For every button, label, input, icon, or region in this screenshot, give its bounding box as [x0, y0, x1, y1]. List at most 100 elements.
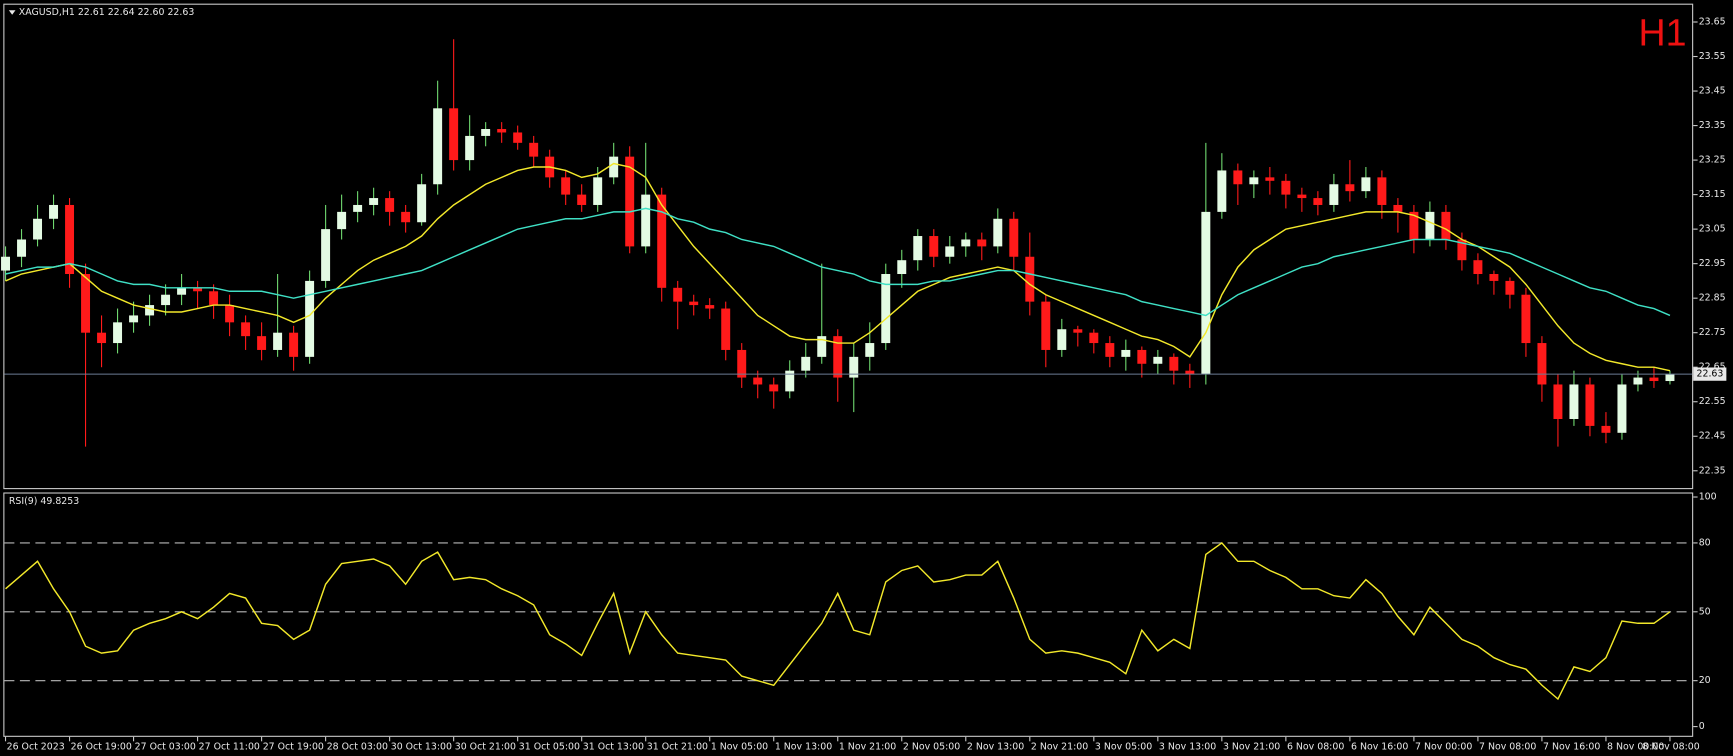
candle-body [1073, 329, 1083, 333]
timeframe-label: H1 [1638, 12, 1686, 54]
candle-body [753, 377, 763, 385]
candle-body [737, 349, 747, 378]
candle-body [129, 315, 139, 323]
candle-body [145, 305, 155, 316]
x-tick-label: 1 Nov 05:00 [711, 741, 768, 752]
y-tick-label: 80 [1699, 537, 1711, 548]
candle-body [113, 322, 123, 344]
candle-body [417, 184, 427, 223]
candle-body [1121, 349, 1131, 357]
candle-body [801, 356, 811, 371]
x-tick-label: 27 Oct 11:00 [199, 741, 260, 752]
x-tick-label: 7 Nov 00:00 [1415, 741, 1472, 752]
candle-body [81, 274, 91, 333]
x-tick-label: 6 Nov 08:00 [1287, 741, 1344, 752]
candle-body [305, 280, 315, 357]
candle-body [577, 194, 587, 205]
candle-body [1345, 184, 1355, 192]
candle-body [385, 198, 395, 212]
candle-body [561, 177, 571, 195]
candle-body [1457, 239, 1467, 261]
y-tick-label: 22.65 [1699, 362, 1726, 373]
candle-body [321, 229, 331, 281]
x-tick-label: 6 Nov 16:00 [1351, 741, 1408, 752]
x-tick-label: 3 Nov 13:00 [1159, 741, 1216, 752]
y-tick-label: 23.65 [1699, 17, 1726, 28]
candle-body [289, 332, 299, 357]
candle-body [1105, 343, 1115, 357]
candle-body [641, 194, 651, 247]
x-tick-label: 7 Nov 16:00 [1543, 741, 1600, 752]
candle-body [865, 343, 875, 357]
candle-body [449, 108, 459, 161]
candle-body [1569, 384, 1579, 419]
candle-body [1201, 211, 1211, 375]
candle-body [1425, 211, 1435, 240]
candle-body [433, 108, 443, 185]
candle-body [769, 384, 779, 392]
candle-body [1185, 370, 1195, 375]
candle-body [465, 135, 475, 161]
x-tick-label: 2 Nov 13:00 [967, 741, 1024, 752]
candle-body [1025, 256, 1035, 302]
candle-body [369, 198, 379, 205]
candle-body [977, 239, 987, 247]
x-tick-label: 7 Nov 08:00 [1479, 741, 1536, 752]
candle-body [1409, 211, 1419, 240]
x-tick-label: 3 Nov 05:00 [1095, 741, 1152, 752]
candle-body [33, 218, 43, 240]
candle-body [1649, 377, 1659, 382]
y-tick-label: 50 [1699, 606, 1711, 617]
candle-body [689, 301, 699, 306]
x-tick-label: 31 Oct 21:00 [647, 741, 708, 752]
candle-body [337, 211, 347, 230]
candle-body [881, 274, 891, 344]
candle-body [193, 287, 203, 292]
rsi-line [5, 541, 1671, 701]
last-price-box [1693, 367, 1727, 381]
moving-average [5, 162, 1671, 372]
candle-body [1217, 170, 1227, 212]
candle-body [1393, 204, 1403, 212]
candle-body [1473, 260, 1483, 275]
candle-body [513, 132, 523, 143]
candle-body [625, 156, 635, 247]
y-tick-label: 22.35 [1699, 465, 1726, 476]
x-tick-label: 2 Nov 21:00 [1031, 741, 1088, 752]
candle-body [1441, 211, 1451, 240]
candle-body [721, 308, 731, 350]
candle-body [97, 332, 107, 344]
y-tick-label: 23.45 [1699, 86, 1726, 97]
candle-body [1249, 177, 1259, 185]
candle-body [705, 305, 715, 309]
candle-body [1329, 184, 1339, 205]
candle-body [897, 260, 907, 275]
y-tick-label: 20 [1699, 675, 1711, 686]
candle-body [257, 336, 267, 350]
y-tick-label: 22.55 [1699, 396, 1726, 407]
x-tick-label: 27 Oct 03:00 [135, 741, 196, 752]
candle-body [1009, 218, 1019, 257]
candle-body [1489, 274, 1499, 281]
candle-body [241, 322, 251, 337]
candle-body [929, 236, 939, 257]
x-tick-label: 1 Nov 21:00 [839, 741, 896, 752]
candle-body [353, 204, 363, 212]
candle-body [529, 142, 539, 157]
candle-body [1, 256, 11, 271]
candle-body [1137, 349, 1147, 364]
candle-body [1537, 343, 1547, 385]
candle-body [1169, 356, 1179, 371]
x-tick-label: 1 Nov 13:00 [775, 741, 832, 752]
x-tick-label: 31 Oct 13:00 [583, 741, 644, 752]
candle-body [17, 239, 27, 257]
candle-body [481, 129, 491, 136]
candle-body [65, 204, 75, 275]
candle-body [833, 336, 843, 378]
x-tick-label: 8 Nov 08:00 [1642, 741, 1699, 752]
x-tick-label: 28 Oct 03:00 [327, 741, 388, 752]
y-tick-label: 22.45 [1699, 431, 1726, 442]
candle-body [593, 177, 603, 205]
